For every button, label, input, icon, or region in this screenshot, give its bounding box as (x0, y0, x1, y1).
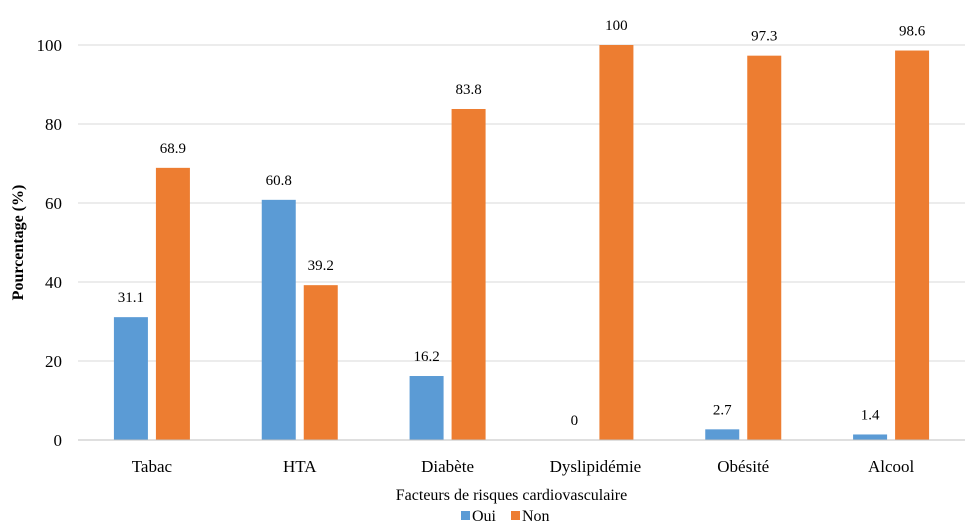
legend-swatch-oui (461, 511, 470, 520)
bar-oui (705, 429, 740, 440)
data-label: 60.8 (266, 173, 292, 189)
x-axis-categories: Tabac HTA Diabète Dyslipidémie Obésité Alcool (132, 457, 915, 476)
y-tick-label: 60 (45, 194, 62, 213)
bar-non (155, 167, 190, 440)
x-tick-label: Obésité (717, 457, 769, 476)
y-tick-label: 80 (45, 115, 62, 134)
data-label: 97.3 (751, 29, 777, 45)
bar-oui (409, 376, 444, 440)
data-label: 0 (571, 413, 579, 429)
legend-label-non: Non (522, 508, 550, 525)
data-label: 98.6 (899, 24, 926, 40)
data-labels: 31.1 68.9 60.8 39.2 16.2 83.8 0 100 2.7 97.3 1.4 98… (118, 18, 926, 429)
bar-non (747, 55, 782, 440)
y-tick-label: 100 (37, 36, 63, 55)
y-axis-title: Pourcentage (%) (10, 185, 27, 301)
y-tick-label: 40 (45, 273, 62, 292)
bar-non (599, 45, 634, 440)
legend-swatch-non (511, 511, 520, 520)
bar-non (451, 108, 486, 441)
data-label: 68.9 (160, 141, 186, 157)
bar-non (895, 50, 930, 440)
data-label: 83.8 (455, 82, 481, 98)
gridlines (78, 44, 965, 362)
bar-oui (853, 434, 888, 440)
y-tick-label: 0 (54, 431, 63, 450)
data-label: 1.4 (861, 407, 880, 423)
data-label: 2.7 (713, 402, 732, 418)
x-tick-label: Diabète (421, 457, 474, 476)
x-axis-title: Facteurs de risques cardiovasculaire (396, 487, 627, 504)
data-label: 31.1 (118, 290, 144, 306)
bar-oui (261, 199, 296, 440)
data-label: 16.2 (413, 349, 439, 365)
legend-label-oui: Oui (472, 508, 497, 525)
data-label: 39.2 (308, 258, 334, 274)
x-tick-label: Alcool (868, 457, 915, 476)
bar-oui (113, 317, 148, 440)
x-tick-label: Tabac (132, 457, 173, 476)
x-tick-label: HTA (283, 457, 317, 476)
y-axis-ticks: 0 20 40 60 80 100 (37, 36, 63, 450)
data-label: 100 (605, 18, 628, 34)
x-tick-label: Dyslipidémie (550, 457, 642, 476)
legend: Oui Non (461, 508, 550, 525)
bar-non (303, 285, 338, 440)
y-tick-label: 20 (45, 352, 62, 371)
bars (113, 45, 930, 441)
